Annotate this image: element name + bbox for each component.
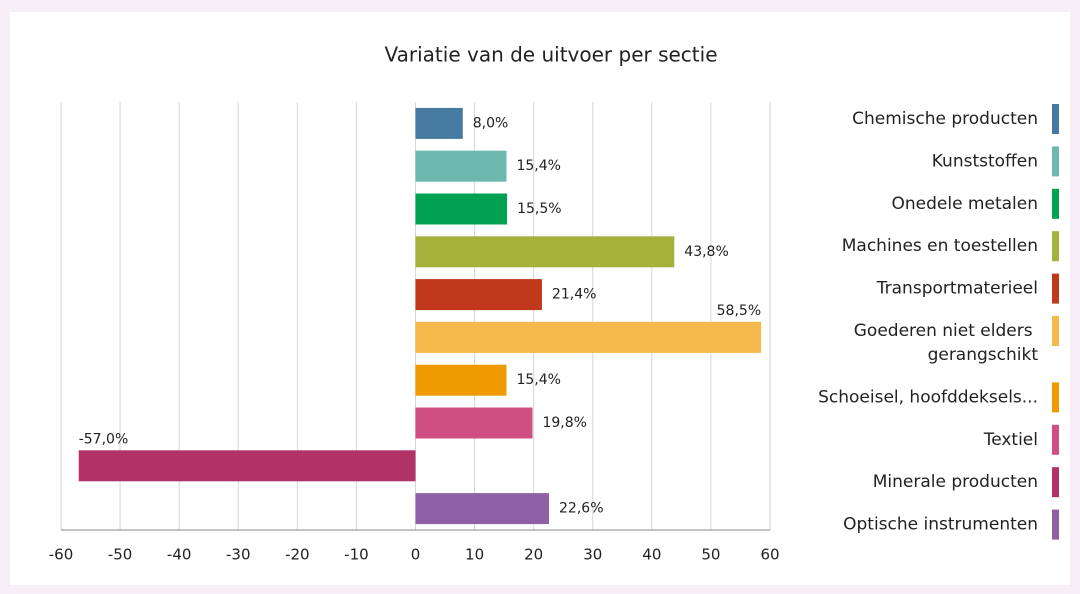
legend-label: Kunststoffen xyxy=(932,151,1038,171)
legend-label: Transportmaterieel xyxy=(876,279,1038,299)
legend-label: Schoeisel, hoofddeksels... xyxy=(818,387,1038,407)
legend-swatch xyxy=(1052,231,1059,262)
bar xyxy=(415,279,542,311)
x-tick-label: 30 xyxy=(583,546,602,564)
legend-swatch xyxy=(1052,273,1059,304)
legend-swatch xyxy=(1052,467,1059,498)
legend-swatch xyxy=(1052,316,1059,346)
chart-title: Variatie van de uitvoer per sectie xyxy=(385,43,718,67)
legend-swatch xyxy=(1052,104,1059,134)
bar xyxy=(415,150,507,182)
value-label: 15,4% xyxy=(516,158,560,174)
x-tick-label: 50 xyxy=(701,546,720,564)
x-tick-label: 0 xyxy=(411,546,421,564)
legend-label: Onedele metalen xyxy=(891,194,1038,214)
value-label: 58,5% xyxy=(717,303,761,319)
legend-label: Textiel xyxy=(983,430,1038,450)
bar xyxy=(415,364,507,396)
value-label: 21,4% xyxy=(552,287,596,303)
value-label: 8,0% xyxy=(473,115,509,131)
bar xyxy=(78,450,416,482)
bar xyxy=(415,236,675,268)
bar xyxy=(415,193,508,225)
x-tick-label: -50 xyxy=(108,546,133,564)
value-label: 15,5% xyxy=(517,201,561,217)
value-label: 43,8% xyxy=(684,244,728,260)
legend-label: Goederen niet elders gerangschikt xyxy=(854,321,1039,365)
x-tick-label: 10 xyxy=(465,546,484,564)
legend-swatch xyxy=(1052,424,1059,455)
legend-swatch xyxy=(1052,146,1059,177)
legend-swatch xyxy=(1052,188,1059,219)
value-label: 22,6% xyxy=(559,501,603,517)
legend-label: Machines en toestellen xyxy=(842,236,1038,256)
value-label: -57,0% xyxy=(79,431,129,447)
bar xyxy=(415,107,463,139)
legend-swatch xyxy=(1052,509,1059,540)
x-tick-label: -10 xyxy=(344,546,369,564)
bar xyxy=(415,321,762,353)
x-tick-label: 40 xyxy=(642,546,661,564)
legend-label: Chemische producten xyxy=(852,109,1038,129)
x-tick-label: 60 xyxy=(760,546,779,564)
value-label: 15,4% xyxy=(516,372,560,388)
legend-swatch xyxy=(1052,382,1059,413)
x-tick-label: -20 xyxy=(285,546,310,564)
x-tick-label: 20 xyxy=(524,546,543,564)
legend-label: Minerale producten xyxy=(873,472,1038,492)
x-tick-label: -40 xyxy=(167,546,192,564)
bar xyxy=(415,493,550,525)
x-tick-label: -60 xyxy=(49,546,74,564)
bar xyxy=(415,407,533,439)
value-label: 19,8% xyxy=(542,415,586,431)
x-tick-label: -30 xyxy=(226,546,251,564)
legend-label: Optische instrumenten xyxy=(843,515,1038,535)
